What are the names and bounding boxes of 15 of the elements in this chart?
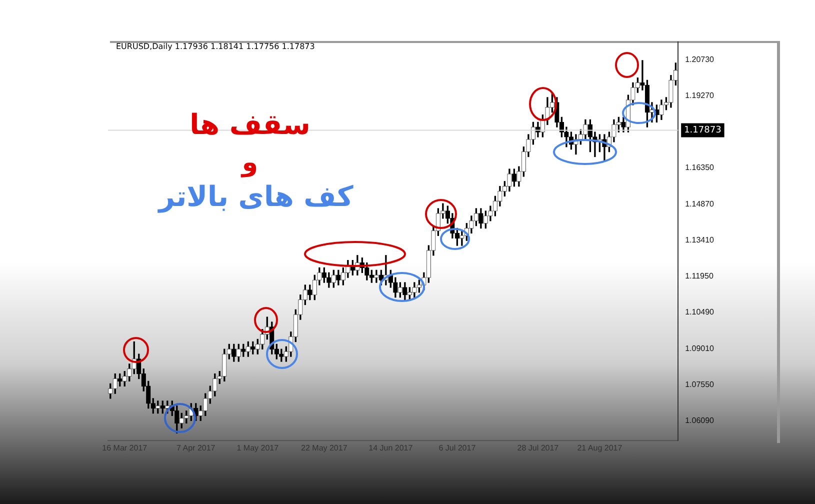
y-tick-label: 1.16350 [685, 163, 715, 172]
y-tick-label: 1.13410 [685, 236, 715, 245]
y-tick-label: 1.19270 [685, 90, 715, 100]
chart-subtitle: EURUSD,Daily 1.17936 1.18141 1.17756 1.17873 [116, 42, 315, 51]
y-tick-label: 1.06090 [685, 416, 715, 426]
annotation: کف های بالاتر [158, 180, 354, 213]
ref-line-label: 1.17873 [684, 126, 722, 136]
annotation: سقف ها [190, 108, 310, 141]
y-tick-label: 1.07550 [685, 380, 715, 390]
y-tick-label: 1.20730 [685, 54, 715, 64]
y-tick-label: 1.14870 [685, 200, 715, 209]
y-tick-label: 1.10490 [685, 308, 715, 317]
y-tick-label: 1.11950 [685, 272, 714, 281]
y-tick-label: 1.09010 [685, 344, 715, 354]
annotation: و [242, 148, 258, 178]
